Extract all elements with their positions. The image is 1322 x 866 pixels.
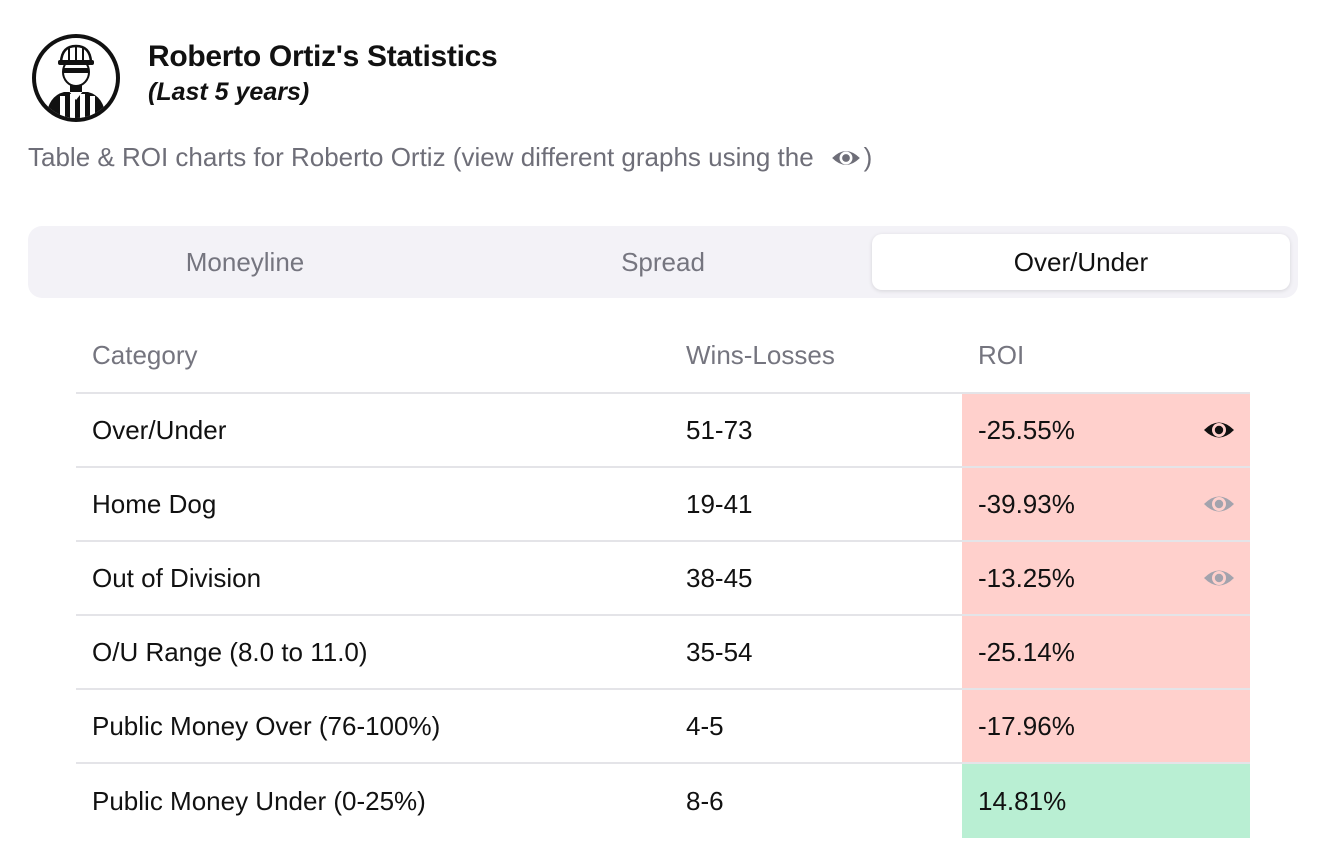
tab-over-under[interactable]: Over/Under [872,234,1290,290]
roi-value: 14.81% [978,785,1067,816]
description-suffix: ) [863,142,873,172]
wins-losses-cell: 35-54 [686,636,753,667]
category-cell: Over/Under [92,414,227,445]
eye-icon [830,146,862,170]
eye-icon[interactable] [1202,565,1236,591]
header-wins-losses: Wins-Losses [686,339,835,370]
table-header: Category Wins-Losses ROI [76,318,1250,394]
roi-value: -25.55% [978,414,1075,445]
table-row: Out of Division 38-45 -13.25% [76,542,1250,616]
category-cell: Public Money Over (76-100%) [92,710,441,741]
table-row: Public Money Over (76-100%) 4-5 -17.96% [76,690,1250,764]
roi-cell: -25.55% [962,394,1250,466]
category-cell: Out of Division [92,562,262,593]
table-row: Home Dog 19-41 -39.93% [76,468,1250,542]
wins-losses-cell: 38-45 [686,562,753,593]
wins-losses-cell: 4-5 [686,710,724,741]
wins-losses-cell: 8-6 [686,785,724,816]
roi-value: -25.14% [978,636,1075,667]
roi-cell: -13.25% [962,542,1250,614]
description-text: Table & ROI charts for Roberto Ortiz (vi… [28,142,814,172]
category-cell: Public Money Under (0-25%) [92,785,426,816]
roi-cell: 14.81% [962,764,1250,838]
stats-table: Category Wins-Losses ROI Over/Under 51-7… [76,318,1250,838]
header-category: Category [92,339,198,370]
roi-cell: -39.93% [962,468,1250,540]
page-subtitle: (Last 5 years) [148,78,310,106]
page-title: Roberto Ortiz's Statistics [148,40,498,73]
page-description: Table & ROI charts for Roberto Ortiz (vi… [28,142,872,173]
roi-cell: -17.96% [962,690,1250,762]
roi-value: -39.93% [978,488,1075,519]
wins-losses-cell: 51-73 [686,414,753,445]
bet-type-tabs: Moneyline Spread Over/Under [28,226,1298,298]
wins-losses-cell: 19-41 [686,488,753,519]
category-cell: Home Dog [92,488,217,519]
table-row: Public Money Under (0-25%) 8-6 14.81% [76,764,1250,838]
table-row: Over/Under 51-73 -25.55% [76,394,1250,468]
header-roi: ROI [978,339,1025,370]
table-row: O/U Range (8.0 to 11.0) 35-54 -25.14% [76,616,1250,690]
eye-icon[interactable] [1202,417,1236,443]
referee-avatar-icon [32,34,120,122]
category-cell: O/U Range (8.0 to 11.0) [92,636,368,667]
roi-value: -17.96% [978,710,1075,741]
roi-cell: -25.14% [962,616,1250,688]
tab-spread[interactable]: Spread [621,246,705,277]
tab-moneyline[interactable]: Moneyline [185,246,305,277]
eye-icon[interactable] [1202,491,1236,517]
roi-value: -13.25% [978,562,1075,593]
